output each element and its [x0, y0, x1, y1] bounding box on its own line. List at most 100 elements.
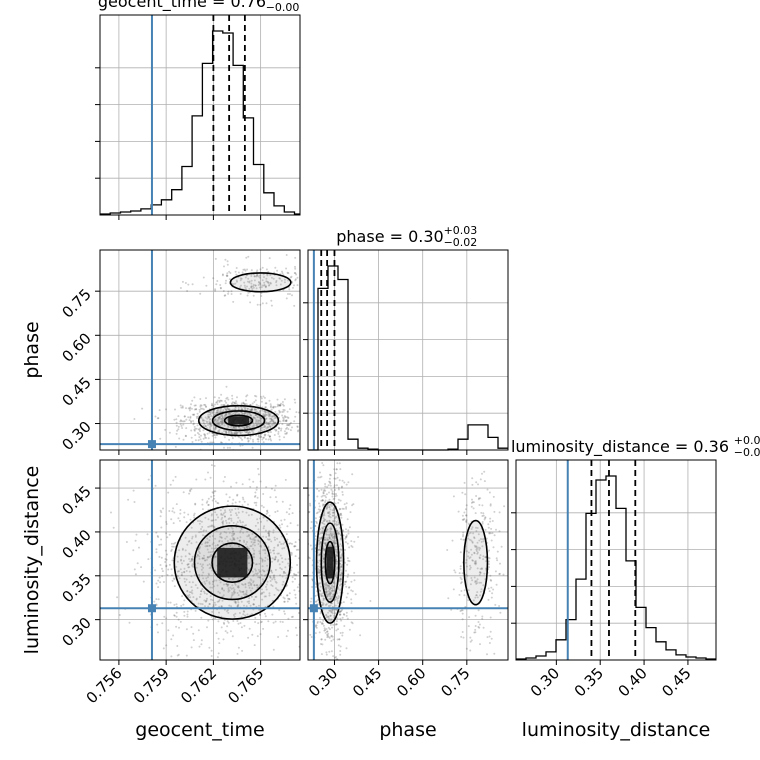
sample-point [369, 600, 372, 602]
sample-point [222, 290, 225, 292]
sample-point [248, 412, 251, 415]
sample-point [236, 652, 239, 655]
sample-point [213, 434, 216, 437]
sample-point [261, 302, 264, 305]
sample-point [458, 593, 461, 596]
sample-point [237, 586, 240, 589]
sample-point [206, 421, 209, 424]
sample-point [230, 594, 233, 597]
sample-point [295, 454, 297, 456]
sample-point [297, 429, 300, 432]
sample-point [273, 489, 276, 492]
sample-point [225, 414, 228, 417]
sample-point [275, 581, 278, 584]
sample-point [213, 490, 216, 493]
sample-point [259, 544, 262, 547]
sample-point [282, 416, 284, 419]
sample-point [260, 504, 263, 507]
sample-point [461, 612, 464, 615]
sample-point [476, 541, 479, 544]
sample-point [326, 630, 329, 633]
sample-point [246, 541, 248, 543]
sample-point [336, 476, 339, 479]
sample-point [271, 578, 274, 581]
sample-point [462, 531, 465, 534]
sample-point [264, 549, 267, 552]
sample-point [216, 600, 219, 603]
sample-point [330, 528, 333, 531]
sample-point [329, 597, 332, 600]
sample-point [322, 619, 325, 622]
sample-point [231, 578, 234, 580]
sample-point [346, 575, 349, 578]
sample-point [294, 267, 297, 270]
sample-point [210, 441, 213, 444]
sample-point [244, 586, 247, 589]
sample-point [209, 412, 212, 415]
sample-point [322, 599, 325, 602]
sample-point [348, 586, 350, 589]
sample-point [274, 568, 277, 571]
sample-point [459, 551, 462, 554]
sample-point [249, 414, 252, 417]
sample-point [322, 464, 325, 467]
sample-point [167, 601, 170, 604]
sample-point [335, 571, 338, 574]
sample-point [213, 601, 216, 604]
sample-point [492, 546, 495, 549]
sample-point [221, 587, 224, 589]
sample-point [259, 429, 262, 432]
sample-point [249, 437, 252, 440]
sample-point [495, 583, 498, 586]
sample-point [324, 458, 326, 460]
sample-point [246, 668, 248, 670]
sample-point [323, 488, 326, 491]
sample-point [472, 507, 475, 510]
sample-point [338, 508, 341, 511]
sample-point [476, 551, 479, 554]
sample-point [262, 527, 265, 530]
sample-point [253, 424, 256, 427]
sample-point [287, 597, 290, 600]
sample-point [473, 631, 476, 634]
sample-point [216, 422, 219, 425]
sample-point [287, 279, 290, 282]
sample-point [335, 558, 338, 561]
sample-point [264, 425, 267, 428]
sample-point [260, 295, 263, 297]
sample-point [335, 623, 338, 626]
sample-point [201, 508, 204, 511]
sample-point [178, 626, 180, 629]
sample-point [331, 585, 334, 588]
sample-point [193, 408, 196, 411]
sample-point [325, 586, 328, 589]
sample-point [341, 479, 344, 482]
sample-point [328, 595, 331, 598]
sample-point [454, 571, 457, 574]
sample-point [226, 396, 229, 399]
sample-point [245, 425, 248, 428]
sample-point [207, 525, 210, 528]
sample-point [189, 406, 192, 409]
sample-point [225, 413, 228, 416]
sample-point [334, 472, 337, 475]
sample-point [220, 404, 223, 406]
sample-point [469, 640, 472, 643]
sample-point [317, 571, 320, 574]
sample-point [317, 508, 320, 511]
sample-point [157, 586, 160, 589]
histogram-geocent_time [100, 30, 300, 215]
sample-point [236, 585, 239, 588]
sample-point [188, 591, 191, 594]
sample-point [482, 540, 485, 543]
sample-point [463, 451, 465, 453]
sample-point [303, 589, 305, 591]
sample-point [191, 535, 194, 538]
sample-point [225, 583, 228, 586]
sample-point [478, 623, 481, 626]
sample-point [164, 428, 167, 431]
sample-point [240, 408, 243, 411]
sample-point [177, 653, 180, 656]
sample-point [204, 605, 206, 608]
sample-point [202, 566, 205, 569]
